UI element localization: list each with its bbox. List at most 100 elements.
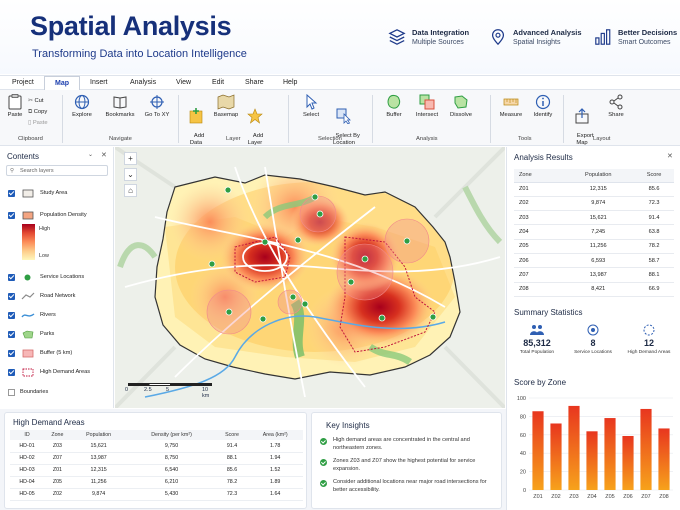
chart-bar[interactable]: [568, 405, 580, 490]
add-data-icon: [189, 108, 203, 124]
identify-button[interactable]: Identify: [530, 94, 556, 119]
layer-high-demand[interactable]: High Demand Areas: [8, 366, 90, 378]
table-row[interactable]: Z08 8,421 66.9: [514, 282, 674, 297]
table-cell: 11,256: [562, 239, 635, 254]
layer-boundaries[interactable]: Boundaries: [8, 386, 48, 398]
map-view[interactable]: + ⌄ ⌂ 0 2.5 5 10 km: [115, 147, 505, 408]
chart-bar[interactable]: [658, 428, 670, 490]
table-row[interactable]: Z04 7,245 63.8: [514, 224, 674, 240]
menu-view[interactable]: View: [176, 79, 192, 86]
add-data-button[interactable]: Add Data: [186, 94, 206, 154]
chart-bar[interactable]: [586, 431, 598, 490]
table-cell: 6,540: [126, 464, 217, 477]
table-row[interactable]: HD-04 Z05 11,256 6,210 78.2 1.89: [10, 476, 303, 489]
layer-checkbox[interactable]: [8, 311, 15, 319]
copy-button[interactable]: ⧉ Copy: [28, 109, 48, 115]
layer-population-density[interactable]: Population Density: [8, 209, 87, 221]
menu-analysis[interactable]: Analysis: [130, 79, 157, 86]
table-cell: 88.1: [634, 267, 674, 283]
menu-help[interactable]: Help: [283, 79, 298, 86]
table-cell: 1.78: [247, 440, 303, 453]
table-row[interactable]: Z06 6,593 58.7: [514, 253, 674, 269]
chart-bar[interactable]: [622, 435, 634, 490]
table-row[interactable]: Z05 11,256 78.2: [514, 239, 674, 254]
y-tick-label: 100: [517, 396, 526, 402]
table-row[interactable]: Z02 9,874 72.3: [514, 196, 674, 212]
explore-button[interactable]: Explore: [70, 94, 94, 119]
goto-xy-button[interactable]: Go To XY: [143, 94, 171, 119]
paste-button[interactable]: Paste: [6, 94, 24, 119]
menu-project[interactable]: Project: [12, 79, 34, 86]
close-icon[interactable]: ✕: [667, 153, 673, 160]
check-circle-icon: [320, 479, 327, 487]
map-canvas[interactable]: [115, 147, 505, 408]
layer-checkbox[interactable]: [8, 349, 15, 357]
search-input[interactable]: ⚲ Search layers: [6, 165, 108, 176]
layer-checkbox[interactable]: [8, 388, 15, 396]
table-cell: 8,421: [562, 282, 635, 297]
table-cell: 1.89: [247, 476, 303, 489]
high-demand-area: [339, 236, 436, 353]
table-row[interactable]: Z07 13,987 88.1: [514, 267, 674, 283]
menu-map[interactable]: Map: [44, 76, 80, 90]
summary-high-demand: 12 High Demand Areas: [621, 324, 677, 355]
menu-insert[interactable]: Insert: [90, 79, 108, 86]
table-row[interactable]: Z03 15,621 91.4: [514, 210, 674, 226]
table-row[interactable]: HD-02 Z07 13,987 8,750 88.1 1.94: [10, 452, 303, 465]
table-row[interactable]: Z01 12,315 85.6: [514, 182, 674, 197]
home-icon[interactable]: ⌂: [124, 184, 137, 197]
layer-checkbox[interactable]: [8, 273, 15, 281]
table-cell: Z03: [514, 210, 563, 226]
outer-parks: [117, 185, 503, 269]
layer-rivers[interactable]: Rivers: [8, 309, 56, 321]
close-icon[interactable]: ✕: [101, 152, 107, 159]
layer-study-area[interactable]: Study Area: [8, 187, 67, 199]
share-button[interactable]: Share: [605, 94, 627, 119]
summary-label: Total Population: [519, 350, 555, 355]
chart-bar[interactable]: [550, 423, 562, 490]
analysis-panel: Analysis Results ✕ Zone Population Score…: [506, 147, 680, 510]
basemap-button[interactable]: Basemap: [211, 94, 241, 119]
insight-item: Zones Z03 and Z07 show the highest poten…: [320, 458, 495, 473]
layer-checkbox[interactable]: [8, 368, 15, 376]
ribbon-separator: [178, 95, 179, 143]
ruler-icon: [503, 98, 519, 106]
column-header: Score: [634, 169, 674, 183]
layer-label: Road Network: [40, 293, 76, 299]
layer-checkbox[interactable]: [8, 330, 15, 338]
table-row[interactable]: HD-03 Z01 12,315 6,540 85.6 1.52: [10, 464, 303, 477]
layer-parks[interactable]: Parks: [8, 328, 54, 340]
layer-road-network[interactable]: Road Network: [8, 290, 75, 302]
add-layer-button[interactable]: Add Layer: [245, 94, 265, 154]
chart-bar[interactable]: [604, 418, 616, 490]
zoom-out-button[interactable]: ⌄: [124, 168, 137, 181]
layer-checkbox[interactable]: [8, 292, 15, 300]
layer-checkbox[interactable]: [8, 189, 15, 197]
measure-button[interactable]: Measure: [497, 94, 525, 119]
zoom-in-button[interactable]: +: [124, 152, 137, 165]
buffer-button[interactable]: Buffer: [382, 94, 406, 119]
group-layout: Layout: [593, 136, 611, 142]
table-row[interactable]: HD-05 Z02 9,874 5,430 72.3 1.64: [10, 488, 303, 501]
chart-bar[interactable]: [640, 408, 652, 490]
column-header: Population: [562, 169, 635, 183]
select-button[interactable]: Select: [300, 94, 322, 119]
intersect-button[interactable]: Intersect: [413, 94, 441, 119]
table-cell: 91.4: [216, 440, 248, 453]
menu-edit[interactable]: Edit: [212, 79, 225, 86]
paste-small-button[interactable]: ▯ Paste: [28, 120, 48, 126]
table-row[interactable]: HD-01 Z03 15,621 9,750 91.4 1.78: [10, 440, 303, 453]
table-cell: 6,593: [562, 253, 635, 269]
layer-buffer[interactable]: Buffer (5 km): [8, 347, 72, 359]
select-by-location-button[interactable]: Select By Location: [329, 94, 360, 154]
bookmarks-button[interactable]: Bookmarks: [105, 94, 135, 119]
chevron-down-icon[interactable]: ⌄: [88, 152, 94, 158]
cut-button[interactable]: ✂ Cut: [28, 98, 44, 104]
dissolve-button[interactable]: Dissolve: [448, 94, 474, 119]
layer-checkbox[interactable]: [8, 211, 15, 219]
menu-share[interactable]: Share: [245, 79, 264, 86]
ribbon-separator: [62, 95, 63, 143]
export-map-button[interactable]: Export Map: [570, 94, 594, 154]
chart-bar[interactable]: [532, 411, 544, 490]
layer-service-locations[interactable]: Service Locations: [8, 271, 84, 283]
